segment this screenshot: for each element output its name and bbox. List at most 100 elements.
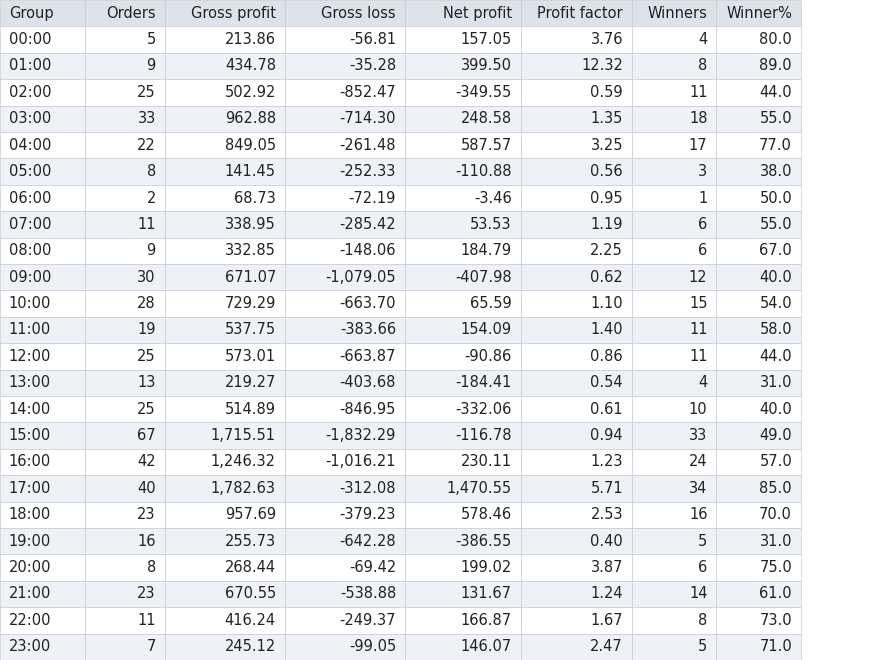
Text: 849.05: 849.05 [225, 138, 276, 152]
Bar [285, 106, 405, 132]
Bar [0, 528, 85, 554]
Text: -1,832.29: -1,832.29 [326, 428, 396, 443]
Text: 6: 6 [699, 560, 708, 575]
Text: 12: 12 [689, 270, 708, 284]
Bar [85, 0, 165, 26]
Text: 1.24: 1.24 [590, 587, 623, 601]
Text: 199.02: 199.02 [460, 560, 512, 575]
Bar [521, 422, 632, 449]
Bar [521, 475, 632, 502]
Bar [632, 290, 716, 317]
Bar [632, 449, 716, 475]
Text: 44.0: 44.0 [759, 349, 792, 364]
Text: 11: 11 [689, 349, 708, 364]
Bar [716, 106, 801, 132]
Text: -285.42: -285.42 [339, 217, 396, 232]
Text: 332.85: 332.85 [225, 244, 276, 258]
Text: 1: 1 [699, 191, 708, 205]
Bar [521, 79, 632, 106]
Bar [521, 528, 632, 554]
Bar [405, 581, 521, 607]
Bar [0, 211, 85, 238]
Text: 11: 11 [689, 323, 708, 337]
Bar [521, 607, 632, 634]
Bar [285, 0, 405, 26]
Bar [165, 264, 285, 290]
Bar [165, 0, 285, 26]
Text: 587.57: 587.57 [460, 138, 512, 152]
Bar [85, 396, 165, 422]
Bar [285, 158, 405, 185]
Text: 01:00: 01:00 [9, 59, 52, 73]
Bar [521, 317, 632, 343]
Bar [716, 607, 801, 634]
Text: 11: 11 [689, 85, 708, 100]
Bar [405, 396, 521, 422]
Text: 1.23: 1.23 [590, 455, 623, 469]
Text: 03:00: 03:00 [9, 112, 51, 126]
Bar [165, 290, 285, 317]
Text: 0.59: 0.59 [590, 85, 623, 100]
Bar [632, 370, 716, 396]
Bar [716, 0, 801, 26]
Text: 729.29: 729.29 [224, 296, 276, 311]
Text: -72.19: -72.19 [349, 191, 396, 205]
Bar [632, 264, 716, 290]
Text: -312.08: -312.08 [340, 481, 396, 496]
Bar [85, 554, 165, 581]
Bar [165, 475, 285, 502]
Text: 61.0: 61.0 [759, 587, 792, 601]
Text: -1,079.05: -1,079.05 [326, 270, 396, 284]
Text: -407.98: -407.98 [455, 270, 512, 284]
Text: Gross loss: Gross loss [321, 6, 396, 20]
Text: 8: 8 [147, 164, 156, 179]
Bar [632, 0, 716, 26]
Text: Winner%: Winner% [726, 6, 792, 20]
Bar [165, 317, 285, 343]
Text: 02:00: 02:00 [9, 85, 52, 100]
Bar [716, 554, 801, 581]
Text: 5: 5 [699, 534, 708, 548]
Bar [632, 422, 716, 449]
Text: 67: 67 [137, 428, 156, 443]
Bar [85, 581, 165, 607]
Bar [716, 581, 801, 607]
Bar [521, 238, 632, 264]
Text: 16: 16 [137, 534, 156, 548]
Bar [716, 79, 801, 106]
Text: -110.88: -110.88 [456, 164, 512, 179]
Bar [521, 290, 632, 317]
Text: 08:00: 08:00 [9, 244, 52, 258]
Bar [521, 132, 632, 158]
Bar [85, 132, 165, 158]
Text: 6: 6 [699, 244, 708, 258]
Text: 12.32: 12.32 [581, 59, 623, 73]
Bar [285, 317, 405, 343]
Text: 245.12: 245.12 [224, 640, 276, 654]
Bar [165, 528, 285, 554]
Bar [405, 422, 521, 449]
Bar [0, 185, 85, 211]
Bar [285, 449, 405, 475]
Bar [632, 502, 716, 528]
Bar [85, 634, 165, 660]
Bar [405, 502, 521, 528]
Text: -261.48: -261.48 [340, 138, 396, 152]
Text: 23: 23 [137, 508, 156, 522]
Bar [405, 449, 521, 475]
Text: 16:00: 16:00 [9, 455, 51, 469]
Text: 23:00: 23:00 [9, 640, 51, 654]
Text: 962.88: 962.88 [225, 112, 276, 126]
Bar [405, 26, 521, 53]
Text: 55.0: 55.0 [759, 112, 792, 126]
Bar [632, 26, 716, 53]
Bar [405, 238, 521, 264]
Text: 33: 33 [689, 428, 708, 443]
Bar [405, 264, 521, 290]
Bar [85, 528, 165, 554]
Bar [165, 158, 285, 185]
Text: 14: 14 [689, 587, 708, 601]
Bar [285, 370, 405, 396]
Bar [405, 475, 521, 502]
Bar [285, 475, 405, 502]
